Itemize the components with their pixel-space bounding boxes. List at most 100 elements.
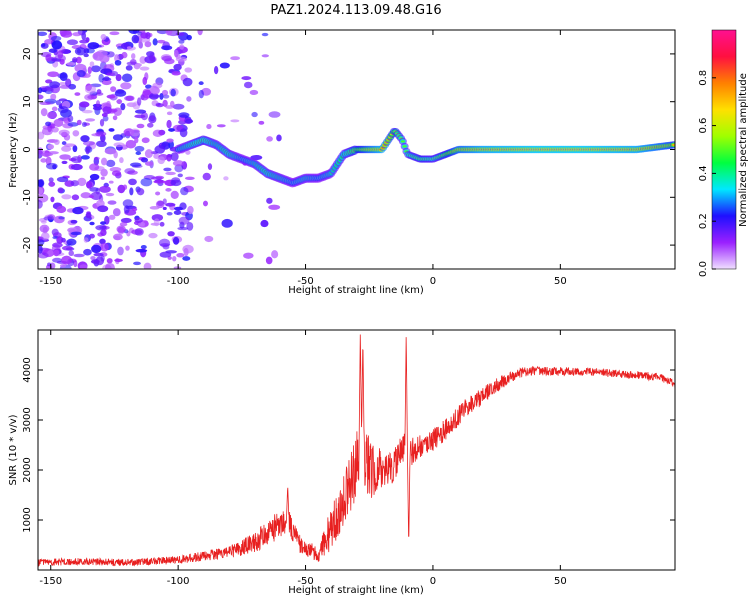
spectrogram-speckle — [57, 106, 69, 114]
spectrogram-speckle — [80, 192, 92, 199]
spectrogram-speckle — [38, 239, 45, 246]
spectrogram-speckle — [178, 112, 190, 118]
spectrogram-speckle — [114, 59, 122, 66]
spectrogram-speckle — [134, 114, 146, 119]
spectrogram-speckle — [176, 46, 188, 54]
spectrogram-speckle — [159, 251, 172, 258]
spectrogram-speckle — [173, 210, 182, 215]
spectrogram-speckle — [76, 70, 86, 78]
spectrogram-speckle — [40, 108, 48, 117]
spectrogram-speckle — [172, 236, 180, 245]
spectrogram-speckle — [48, 48, 58, 53]
spectrogram-speckle — [103, 76, 110, 81]
spectrogram-speckle — [120, 102, 126, 111]
spectrogram-speckle — [139, 66, 150, 71]
spectrogram-speckle — [81, 121, 87, 127]
spectrogram-speckle — [268, 111, 281, 118]
snr-plot-area — [38, 334, 675, 567]
spectrogram-speckle — [184, 176, 195, 180]
spectrogram-speckle — [165, 188, 172, 192]
spectrogram-speckle — [74, 92, 81, 96]
colorbar-gradient — [711, 29, 737, 270]
spectrogram-x-tick-label: 0 — [430, 276, 436, 287]
spectrogram-speckle — [52, 242, 63, 248]
spectrogram-speckle — [53, 118, 64, 127]
colorbar-tick-label: 0.8 — [698, 70, 709, 86]
spectrogram-speckle — [186, 96, 192, 102]
spectrogram-speckle — [119, 157, 124, 164]
spectrogram-speckle — [87, 94, 97, 100]
spectrogram-speckle — [113, 142, 125, 148]
spectrogram-speckle — [47, 262, 52, 267]
snr-series-line — [38, 334, 675, 567]
spectrogram-speckle — [134, 228, 144, 236]
spectrogram-speckle — [216, 124, 226, 128]
spectrogram-speckle — [168, 128, 175, 132]
spectrogram-speckle — [91, 244, 102, 254]
spectrogram-speckle — [61, 255, 73, 265]
spectrogram-speckle — [106, 72, 116, 77]
spectrogram-speckle — [156, 39, 166, 44]
spectrogram-speckle — [66, 62, 76, 66]
spectrogram-speckle — [173, 266, 182, 269]
colorbar: 0.0 0.2 0.4 0.6 0.8 Normalized spectral ampl… — [698, 29, 749, 277]
spectrogram-speckle — [97, 205, 109, 213]
spectrogram-speckle — [135, 248, 148, 253]
spectrogram-speckle — [100, 242, 109, 252]
spectrogram-speckle — [61, 237, 66, 243]
spectrogram-speckle — [163, 167, 172, 172]
spectrogram-speckle — [151, 214, 164, 222]
spectrogram-speckle — [48, 177, 54, 183]
spectrogram-speckle — [101, 79, 112, 86]
spectrogram-speckle — [128, 178, 137, 186]
spectrogram-speckle — [159, 221, 165, 227]
spectrogram-x-ticks: -150 -100 -50 0 50 — [39, 30, 567, 287]
spectrogram-speckle — [105, 192, 115, 197]
spectrogram-speckle — [56, 236, 64, 244]
spectrogram-speckle — [68, 250, 74, 257]
spectrogram-speckle — [40, 158, 47, 163]
spectrogram-speckle — [148, 115, 157, 124]
spectrogram-speckle — [109, 31, 120, 36]
spectrogram-speckle — [158, 238, 171, 248]
spectrogram-speckle — [77, 177, 87, 187]
spectrogram-speckle — [58, 216, 66, 220]
spectrogram-speckle — [187, 205, 194, 215]
spectrogram-speckle — [58, 98, 68, 102]
spectrogram-speckle — [170, 152, 179, 161]
spectrogram-speckle — [173, 206, 184, 211]
spectrogram-speckle — [70, 163, 83, 171]
spectrogram-speckle — [47, 111, 58, 119]
spectrogram-speckle — [162, 206, 167, 210]
spectrogram-speckle — [93, 156, 100, 161]
spectrogram-speckle — [121, 73, 133, 83]
spectrogram-y-tick-label: 20 — [22, 48, 33, 61]
spectrogram-speckle — [138, 41, 143, 49]
spectrogram-speckle — [182, 256, 191, 261]
spectrogram-speckle — [82, 109, 93, 114]
snr-x-tick-label: -150 — [39, 576, 62, 587]
spectrogram-speckle — [122, 184, 128, 190]
spectrogram-speckle — [143, 262, 152, 269]
spectrogram-speckle — [162, 198, 167, 205]
figure-title: PAZ1.2024.113.09.48.G16 — [270, 3, 441, 18]
snr-y-axis-label: SNR (10 * v/v) — [8, 414, 19, 485]
spectrogram-speckle — [38, 187, 44, 195]
spectrogram-speckle — [172, 103, 185, 110]
snr-x-axis-label: Height of straight line (km) — [288, 585, 424, 596]
spectrogram-speckle — [243, 81, 253, 89]
spectrogram-speckle — [80, 135, 90, 143]
spectrogram-speckle — [38, 252, 49, 259]
spectrogram-speckle — [119, 222, 128, 227]
snr-x-tick-label: 50 — [554, 576, 567, 587]
spectrogram-speckle — [134, 145, 145, 152]
spectrogram-speckle — [106, 258, 113, 264]
spectrogram-speckle — [261, 32, 269, 37]
spectrogram-speckle — [57, 187, 64, 194]
spectrogram-speckle — [157, 200, 164, 207]
spectrogram-speckle — [86, 181, 93, 189]
spectrogram-speckle — [45, 86, 53, 92]
spectrogram-speckle — [67, 115, 74, 123]
spectrogram-speckle — [186, 34, 192, 41]
spectrogram-speckle — [83, 237, 89, 243]
